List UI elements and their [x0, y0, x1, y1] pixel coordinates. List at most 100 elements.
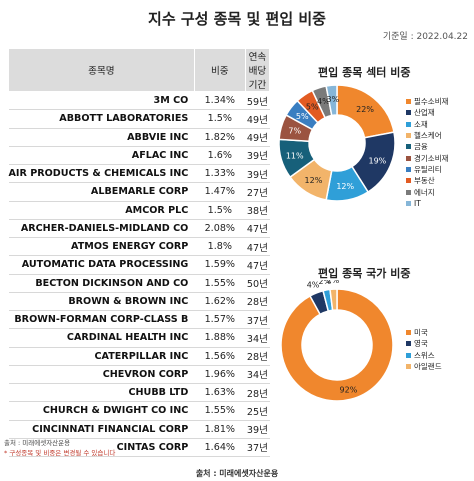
legend-swatch [406, 121, 411, 127]
row-weight: 2.08% [194, 219, 246, 239]
row-years: 47년 [245, 237, 270, 257]
table-row: ABBVIE INC 1.82% 49년 [8, 128, 270, 147]
slice-label: 11% [286, 151, 304, 160]
row-years: 39년 [245, 146, 270, 166]
reference-date: 기준일 : 2022.04.22 [382, 32, 468, 42]
table-row: ABBOTT LABORATORIES 1.5% 49년 [8, 109, 270, 129]
legend-item: 아일랜드 [406, 361, 442, 372]
legend-label: 소재 [414, 119, 428, 129]
row-years: 38년 [245, 201, 270, 220]
row-name: CINCINNATI FINANCIAL CORP [8, 420, 195, 439]
slice-label: 12% [305, 176, 323, 185]
row-name: ARCHER-DANIELS-MIDLAND CO [8, 219, 195, 239]
row-name: ABBOTT LABORATORIES [8, 109, 195, 129]
legend-item: 산업재 [406, 107, 449, 118]
legend-label: 필수소비재 [414, 97, 449, 107]
row-name: AUTOMATIC DATA PROCESSING [8, 255, 195, 275]
table-row: CHUBB LTD 1.63% 28년 [8, 383, 270, 403]
slice-label: 2% [318, 280, 331, 286]
table-row: AUTOMATIC DATA PROCESSING 1.59% 47년 [8, 255, 270, 275]
row-name: ALBEMARLE CORP [8, 182, 195, 202]
slice-label: 4% [307, 281, 320, 290]
legend-item: 스위스 [406, 350, 442, 361]
row-weight: 1.59% [194, 255, 246, 275]
row-name: BECTON DICKINSON AND CO [8, 274, 195, 293]
row-years: 25년 [245, 401, 270, 421]
row-name: CHEVRON CORP [8, 365, 195, 385]
row-name: AIR PRODUCTS & CHEMICALS INC [8, 164, 195, 184]
row-years: 50년 [245, 274, 270, 293]
table-row: BECTON DICKINSON AND CO 1.55% 50년 [8, 274, 270, 293]
row-weight: 1.62% [194, 292, 246, 312]
row-weight: 1.57% [194, 310, 246, 330]
slice-label: 4% [317, 97, 330, 106]
legend-label: 부동산 [414, 176, 435, 186]
table-row: CHURCH & DWIGHT CO INC 1.55% 25년 [8, 401, 270, 421]
table-row: AMCOR PLC 1.5% 38년 [8, 201, 270, 220]
holdings-table: 종목명 비중 연속 배당 기간 3M CO 1.34% 59년 ABBOTT LABO… [8, 48, 271, 458]
legend-item: 경기소비재 [406, 152, 449, 163]
legend-item: 영국 [406, 338, 442, 349]
header-weight: 비중 [193, 48, 246, 92]
country-chart-title: 편입 종목 국가 비중 [318, 267, 411, 280]
legend-item: IT [406, 198, 449, 209]
table-row: BROWN & BROWN INC 1.62% 28년 [8, 292, 270, 312]
row-name: CARDINAL HEALTH INC [8, 328, 195, 348]
row-name: 3M CO [8, 91, 195, 111]
row-weight: 1.82% [194, 128, 246, 147]
country-legend: 미국 영국 스위스 아일랜드 [406, 327, 442, 372]
legend-item: 미국 [406, 327, 442, 338]
legend-swatch [406, 144, 411, 150]
legend-label: 금융 [414, 142, 428, 152]
row-years: 39년 [245, 164, 270, 184]
legend-label: 에너지 [414, 187, 435, 197]
legend-swatch [406, 155, 411, 161]
table-row: CATERPILLAR INC 1.56% 28년 [8, 347, 270, 366]
legend-label: 유틸리티 [414, 164, 442, 174]
row-weight: 1.5% [194, 109, 246, 129]
row-years: 37년 [245, 438, 270, 458]
legend-swatch [406, 341, 411, 347]
row-years: 28년 [245, 292, 270, 312]
legend-swatch [406, 99, 411, 105]
legend-item: 에너지 [406, 186, 449, 197]
slice-label: 7% [288, 127, 301, 136]
sector-donut-chart: 22%19%12%12%11%7%5%5%4%3% [278, 84, 396, 202]
legend-swatch [406, 364, 411, 370]
row-name: AMCOR PLC [8, 201, 195, 220]
table-row: CINTAS CORP 1.64% 37년 [8, 438, 270, 458]
legend-swatch [406, 189, 411, 195]
table-row: ARCHER-DANIELS-MIDLAND CO 2.08% 47년 [8, 219, 270, 239]
slice-label: 12% [336, 182, 354, 191]
header-years-line1: 연속 [248, 52, 267, 63]
table-row: 3M CO 1.34% 59년 [8, 91, 270, 111]
table-row: CARDINAL HEALTH INC 1.88% 34년 [8, 328, 270, 348]
row-years: 28년 [245, 383, 270, 403]
source-note: 출처 : 미래에셋자산운용 [4, 439, 71, 447]
row-years: 28년 [245, 347, 270, 366]
slice-label: 92% [340, 386, 358, 395]
row-years: 47년 [245, 219, 270, 239]
table-row: CHEVRON CORP 1.96% 34년 [8, 365, 270, 385]
row-weight: 1.55% [194, 274, 246, 293]
row-weight: 1.34% [194, 91, 246, 111]
row-name: BROWN-FORMAN CORP-CLASS B [8, 310, 195, 330]
legend-swatch [406, 200, 411, 206]
slice-label: 5% [306, 103, 319, 112]
legend-item: 유틸리티 [406, 164, 449, 175]
page-title: 지수 구성 종목 및 편입 비중 [148, 10, 326, 28]
legend-item: 헬스케어 [406, 130, 449, 141]
row-name: CHUBB LTD [8, 383, 195, 403]
legend-label: IT [414, 198, 421, 208]
row-weight: 1.63% [194, 383, 246, 403]
row-name: BROWN & BROWN INC [8, 292, 195, 312]
row-name: ATMOS ENERGY CORP [8, 237, 195, 257]
row-weight: 1.5% [194, 201, 246, 220]
table-row: CINCINNATI FINANCIAL CORP 1.81% 39년 [8, 420, 270, 439]
legend-swatch [406, 352, 411, 358]
legend-swatch [406, 330, 411, 336]
legend-item: 부동산 [406, 175, 449, 186]
legend-swatch [406, 110, 411, 116]
legend-item: 소재 [406, 119, 449, 130]
row-years: 34년 [245, 328, 270, 348]
